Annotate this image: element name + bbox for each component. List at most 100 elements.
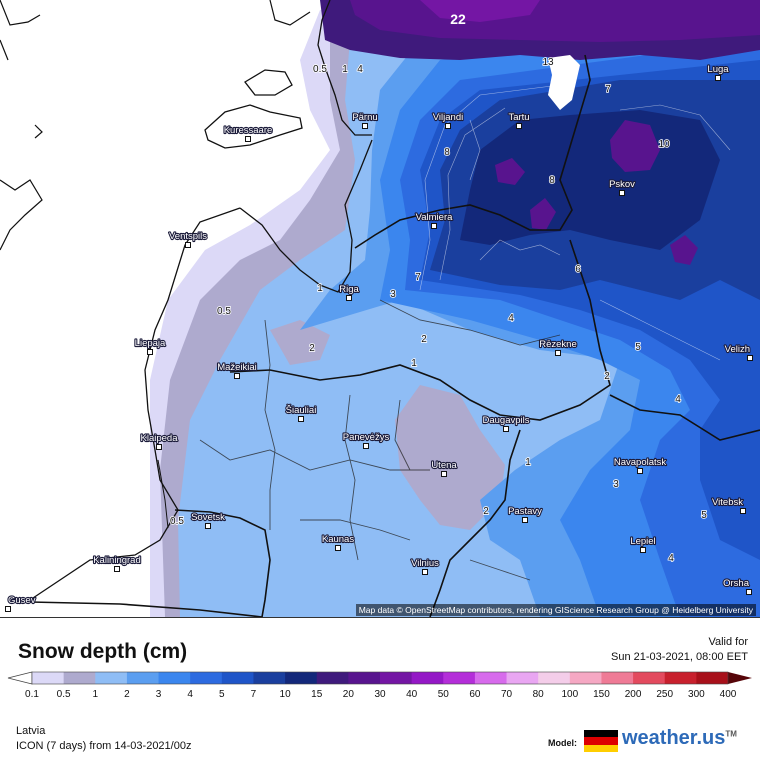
legend-tick-label: 30 — [374, 689, 386, 700]
curonian-spit — [157, 459, 169, 529]
legend-tick-label: 50 — [438, 689, 450, 700]
legend-swatch — [696, 672, 729, 684]
color-scale-legend: 0.1 0.5 1 2 3 4 5 7 10 15 20 30 40 50 60 70 80 100 150 200 2… — [7, 671, 752, 700]
legend-swatch — [158, 672, 191, 684]
city-marker: Daugavpils — [481, 414, 531, 432]
city-dot — [637, 468, 643, 474]
city-label: Šiauliai — [286, 405, 317, 416]
legend-swatch — [348, 672, 381, 684]
contour-label: 22 — [450, 11, 466, 27]
city-dot — [156, 444, 162, 450]
legend-swatch — [664, 672, 697, 684]
contour-label: 4 — [675, 394, 681, 405]
contour-label: 8 — [444, 147, 450, 158]
contour-label: 2 — [604, 371, 610, 382]
legend-tick-label: 7 — [251, 689, 257, 700]
city-dot — [346, 295, 352, 301]
city-dot — [185, 242, 191, 248]
contour-label: 4 — [357, 64, 363, 75]
city-marker: Lepiel — [629, 535, 657, 553]
legend-tick-label: 10 — [280, 689, 292, 700]
legend-swatch — [380, 672, 413, 684]
city-dot — [234, 373, 240, 379]
city-dot — [503, 426, 509, 432]
contour-label: 4 — [508, 313, 514, 324]
map-attribution[interactable]: Map data © OpenStreetMap contributors, r… — [355, 604, 756, 616]
contour-label: 2 — [421, 334, 427, 345]
city-label: Kaunas — [322, 534, 354, 545]
contour-label: 0.5 — [170, 516, 184, 527]
city-marker: Valmiera — [415, 211, 454, 229]
legend-tick-label: 60 — [469, 689, 481, 700]
city-label: Navapolatsk — [614, 457, 667, 468]
city-dot — [431, 223, 437, 229]
city-dot — [147, 349, 153, 355]
city-dot — [362, 123, 368, 129]
legend-swatch — [190, 672, 223, 684]
city-label: Vitebsk — [712, 497, 743, 508]
contour-label: 0.5 — [217, 306, 231, 317]
legend-swatch — [253, 672, 286, 684]
contour-label: 7 — [415, 272, 421, 283]
island-saaremaa — [204, 104, 303, 149]
brand-text: weather.us — [622, 727, 726, 749]
legend-swatch — [126, 672, 160, 684]
city-marker: Pastavy — [507, 505, 543, 523]
city-dot — [740, 508, 746, 514]
contour-label: 2 — [483, 506, 489, 517]
legend-tick-label: 400 — [720, 689, 737, 700]
legend-arrow-low — [7, 671, 33, 685]
legend-swatch — [32, 672, 65, 684]
contour-label: 3 — [390, 289, 396, 300]
legend-tick-label: 150 — [593, 689, 610, 700]
city-label: Rēzekne — [539, 339, 577, 350]
brand-logo[interactable]: weather.usTM — [622, 727, 737, 750]
city-label: Utena — [431, 460, 457, 471]
city-label: Klaipeda — [141, 433, 179, 444]
city-dot — [441, 471, 447, 477]
city-label: Tartu — [508, 112, 529, 123]
city-label: Pastavy — [508, 506, 542, 517]
city-dot — [522, 517, 528, 523]
legend-tick-label: 200 — [625, 689, 642, 700]
city-marker: Luga — [706, 63, 730, 81]
legend-tick-label: 3 — [156, 689, 162, 700]
legend-swatch — [95, 672, 128, 684]
city-label: Vilnius — [411, 558, 439, 569]
snow-band-30 — [420, 0, 540, 22]
contour-label: 8 — [549, 175, 555, 186]
legend-tick-label: 0.1 — [25, 689, 39, 700]
island-hiiumaa — [244, 69, 293, 96]
city-marker: Pskov — [608, 178, 636, 196]
city-marker: Tartu — [507, 111, 531, 129]
city-markers: Kuressaare Pärnu Viljandi Tartu Luga Pskov Val… — [5, 63, 753, 612]
city-marker: Utena — [430, 459, 458, 477]
legend-swatch — [506, 672, 539, 684]
legend-tick-label: 2 — [124, 689, 130, 700]
legend-swatch — [538, 672, 571, 684]
lake-peipus — [548, 55, 580, 110]
contour-label: 0.5 — [313, 64, 327, 75]
contour-label: 7 — [605, 84, 611, 95]
baltic-coast — [29, 207, 241, 601]
city-label: Valmiera — [416, 212, 453, 223]
legend-swatch — [443, 672, 476, 684]
legend-tick-label: 100 — [561, 689, 578, 700]
city-dot — [619, 190, 625, 196]
city-dot — [335, 545, 341, 551]
legend-tick-label: 250 — [656, 689, 673, 700]
legend-swatch — [221, 672, 254, 684]
coast-estonia — [317, 0, 372, 136]
city-label: Luga — [707, 64, 729, 75]
region-name: Latvia — [16, 725, 46, 737]
city-label: Gusev — [8, 595, 36, 606]
contour-label: 1 — [342, 64, 348, 75]
contour-label: 13 — [542, 57, 554, 68]
legend-tick-label: 300 — [688, 689, 705, 700]
snow-patch-grey-2 — [270, 320, 330, 365]
contour-lines — [419, 84, 731, 361]
city-label: Daugavpils — [483, 415, 530, 426]
city-marker: Velizh — [724, 343, 753, 361]
city-marker: Kuressaare — [223, 124, 273, 142]
